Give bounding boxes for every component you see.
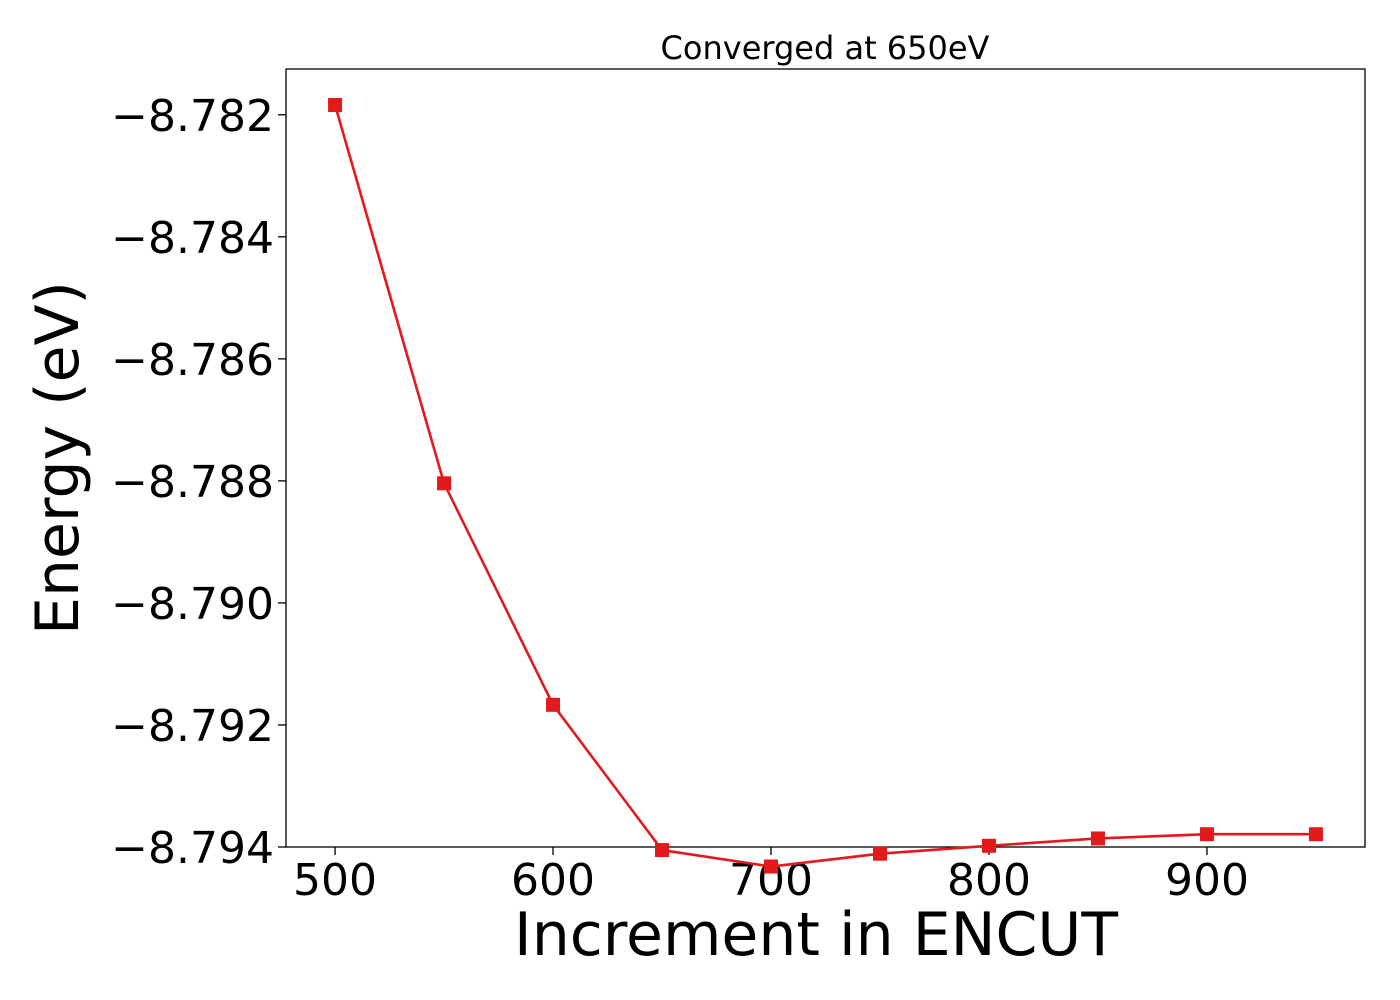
y-tick-label: −8.792: [111, 701, 274, 752]
data-point-marker: [546, 697, 561, 712]
data-point-marker: [1090, 831, 1105, 846]
data-point-marker: [1308, 827, 1323, 842]
x-axis-title: Increment in ENCUT: [514, 900, 1118, 970]
plot-area-frame: [285, 68, 1366, 848]
data-point-marker: [872, 846, 887, 861]
x-tick-label: 900: [1165, 855, 1249, 906]
data-point-marker: [655, 843, 670, 858]
y-tick-label: −8.788: [111, 457, 274, 508]
series-layer: [328, 98, 1323, 874]
x-tick-label: 500: [293, 855, 377, 906]
chart-title: Converged at 650eV: [661, 29, 990, 67]
data-point-marker: [764, 859, 779, 874]
y-axis-ticks: −8.782 −8.784 −8.786 −8.788 −8.790 −8.792 −8.7…: [111, 91, 286, 874]
y-axis-title: Energy (eV): [23, 281, 93, 635]
x-tick-label: 800: [947, 855, 1031, 906]
data-point-marker: [981, 838, 996, 853]
y-tick-label: −8.784: [111, 213, 274, 264]
y-tick-label: −8.790: [111, 579, 274, 630]
y-tick-label: −8.786: [111, 335, 274, 386]
data-point-marker: [328, 98, 343, 112]
y-tick-label: −8.782: [111, 91, 274, 142]
x-axis-ticks: 500 600 700 800 900: [293, 847, 1249, 906]
data-point-marker: [1199, 827, 1214, 842]
y-tick-label: −8.794: [111, 823, 274, 874]
data-point-marker: [437, 476, 452, 491]
series-line: [333, 104, 1316, 868]
x-tick-label: 600: [511, 855, 595, 906]
